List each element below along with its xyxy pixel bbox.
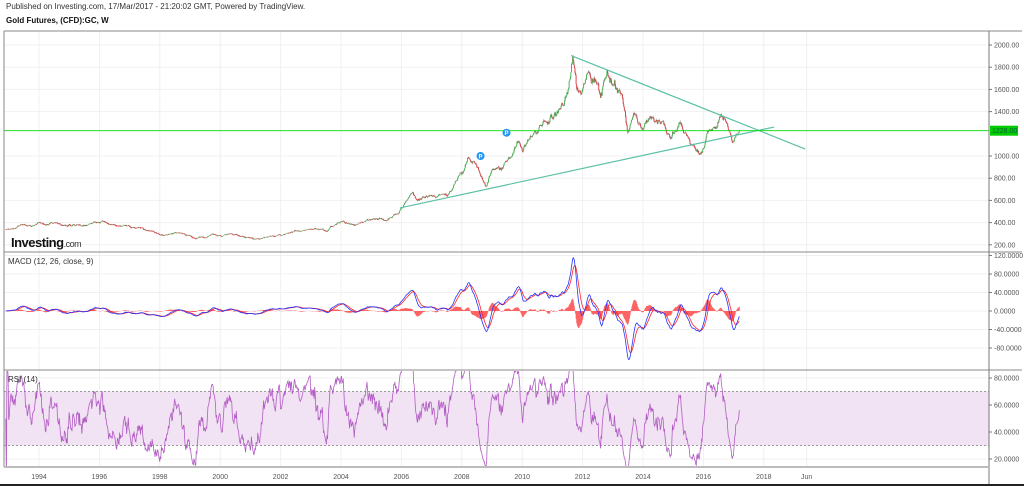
last-price-label: 1228.00 [992, 128, 1017, 135]
x-tick-label: 2008 [454, 474, 470, 481]
y-tick-label: 120.0000 [994, 253, 1023, 260]
macd-line [5, 256, 740, 361]
y-tick-label: 20.0000 [994, 457, 1019, 464]
y-tick-label: 80.0000 [994, 376, 1019, 383]
x-tick-label: Jun [801, 474, 812, 481]
publication-marker-label: P [504, 131, 508, 137]
y-tick-label: 600.00 [994, 198, 1016, 205]
rsi-line [5, 371, 740, 467]
x-tick-label: 2004 [333, 474, 349, 481]
macd-panel[interactable] [5, 256, 740, 361]
x-tick-label: 2002 [273, 474, 289, 481]
last-price-tag [990, 125, 1018, 136]
logo-main: Investing [11, 235, 64, 250]
logo-suffix: .com [64, 239, 82, 249]
macd-signal-line [5, 265, 740, 354]
publication-marker-icon[interactable] [476, 152, 485, 160]
lower-trendline[interactable] [399, 126, 775, 209]
x-tick-label: 2016 [696, 474, 712, 481]
panel-frame [0, 30, 1024, 486]
x-tick-label: 2000 [212, 474, 228, 481]
x-tick-label: 1998 [152, 474, 168, 481]
price-panel[interactable]: PP [4, 54, 989, 240]
y-tick-label: 40.0000 [994, 290, 1019, 297]
y-tick-label: 2000.00 [994, 43, 1019, 50]
chart-title: Gold Futures, (CFD):GC, W [6, 16, 109, 25]
y-tick-label: 200.00 [994, 242, 1016, 249]
axes[interactable]: 1994 1996 1998 2000 2002 2004 2006 2008 2010 2012… [31, 43, 1023, 482]
published-caption: Published on Investing.com, 17/Mar/2017 … [6, 2, 306, 11]
x-tick-label: 2006 [394, 474, 410, 481]
y-tick-label: 0.0000 [994, 309, 1016, 316]
y-tick-label: 60.0000 [994, 403, 1019, 410]
y-tick-label: 800.00 [994, 176, 1016, 183]
y-tick-label: -80.0000 [994, 346, 1022, 353]
rsi-panel[interactable] [4, 355, 989, 486]
rsi-band [4, 391, 989, 446]
y-tick-label: 1400.00 [994, 109, 1019, 116]
y-tick-label: 1600.00 [994, 87, 1019, 94]
y-tick-label: 40.0000 [994, 430, 1019, 437]
x-tick-label: 2010 [514, 474, 530, 481]
x-tick-label: 2012 [575, 474, 591, 481]
y-tick-label: 80.0000 [994, 272, 1019, 279]
x-tick-label: 2018 [756, 474, 772, 481]
upper-trendline[interactable] [570, 54, 806, 150]
y-tick-label: -40.0000 [994, 327, 1022, 334]
y-tick-label: 400.00 [994, 220, 1016, 227]
investing-logo: Investing.com [11, 235, 82, 250]
macd-label: MACD (12, 26, close, 9) [8, 257, 94, 266]
publication-marker-label: P [479, 155, 483, 161]
rsi-label: RSI (14) [8, 375, 38, 384]
publication-marker-icon[interactable] [502, 128, 511, 137]
x-tick-label: 2014 [635, 474, 651, 481]
svg-text:Investing.com: Investing.com [11, 235, 81, 250]
y-tick-label: 1800.00 [994, 65, 1019, 72]
x-tick-label: 1994 [31, 474, 47, 481]
y-tick-label: 1000.00 [994, 154, 1019, 161]
x-tick-label: 1996 [92, 474, 108, 481]
